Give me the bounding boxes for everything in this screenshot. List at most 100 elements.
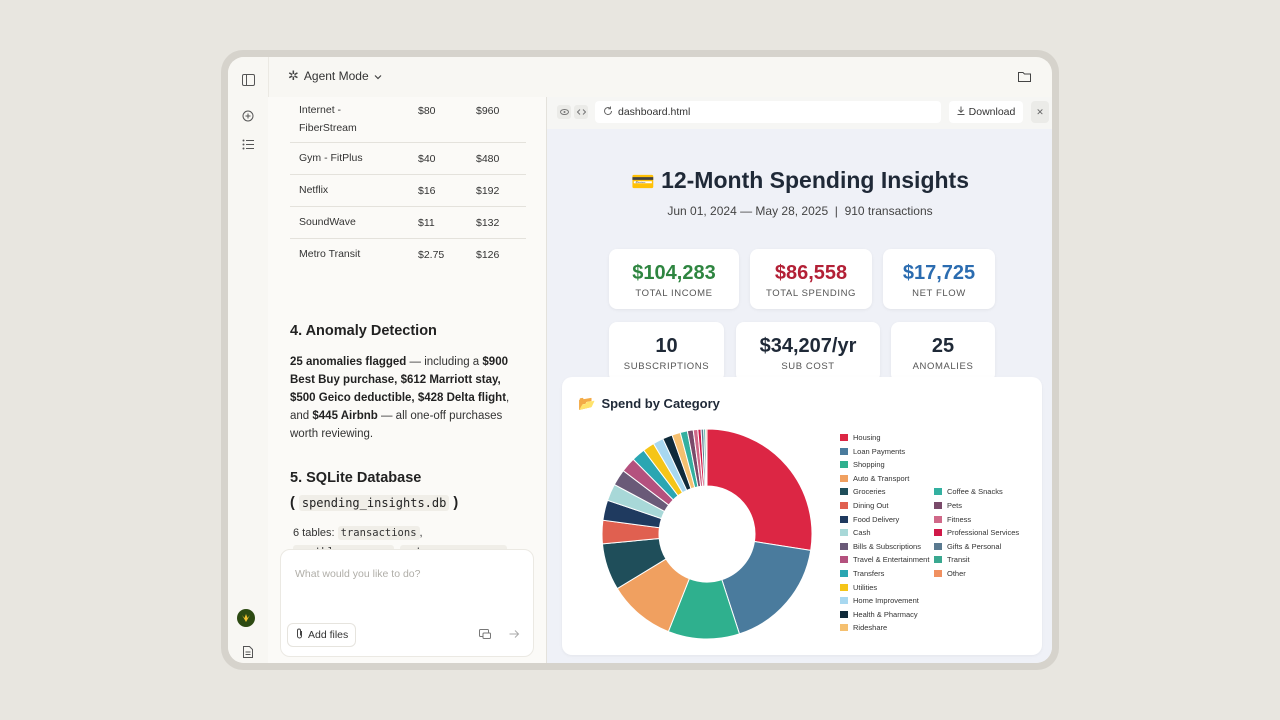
legend-label: Gifts & Personal bbox=[947, 541, 1002, 551]
legend-item[interactable]: Fitness bbox=[934, 515, 971, 524]
agent-mode-dropdown[interactable]: ✲ Agent Mode bbox=[288, 68, 382, 84]
preview-panel: dashboard.html Download ✕ 💳 12-Month Spe… bbox=[546, 97, 1052, 663]
legend-item[interactable]: Auto & Transport bbox=[840, 474, 909, 483]
folder-icon: 📂 bbox=[578, 395, 596, 411]
agent-mode-label: Agent Mode bbox=[303, 69, 369, 83]
close-paren: ) bbox=[453, 495, 459, 511]
reload-icon[interactable] bbox=[603, 106, 613, 119]
chart-legend: Housing Loan Payments Shopping Auto & Trans… bbox=[840, 433, 1040, 643]
send-arrow-icon[interactable] bbox=[506, 626, 522, 642]
composer: What would you like to do? Add files bbox=[280, 549, 534, 657]
subscriptions-label: SUBSCRIPTIONS bbox=[623, 361, 710, 372]
subscription-monthly: $80 bbox=[418, 105, 436, 117]
table-row: Internet - FiberStream $80 $960 bbox=[290, 97, 526, 143]
eye-icon[interactable] bbox=[557, 105, 571, 119]
new-chat-icon[interactable] bbox=[239, 107, 257, 125]
legend-label: Loan Payments bbox=[853, 446, 906, 456]
download-icon bbox=[957, 106, 965, 118]
avatar[interactable] bbox=[237, 609, 255, 627]
legend-item[interactable]: Home Improvement bbox=[840, 596, 919, 605]
download-button[interactable]: Download bbox=[949, 101, 1023, 123]
legend-item[interactable]: Loan Payments bbox=[840, 447, 905, 456]
table-row: Gym - FitPlus $40 $480 bbox=[290, 143, 526, 175]
legend-item[interactable]: Dining Out bbox=[840, 501, 888, 510]
dashboard-subtitle: Jun 01, 2024 — May 28, 2025 | 910 transa… bbox=[667, 204, 933, 218]
legend-swatch bbox=[840, 488, 848, 496]
anomaly-bold-3: $445 Airbnb bbox=[312, 410, 378, 422]
sqlite-db-line: ( spending_insights.db ) bbox=[290, 495, 458, 511]
folder-icon[interactable] bbox=[1018, 69, 1034, 83]
sidebar-toggle-icon[interactable] bbox=[239, 71, 257, 89]
close-icon[interactable]: ✕ bbox=[1031, 101, 1049, 123]
anomaly-paragraph: 25 anomalies flagged — including a $900 … bbox=[290, 353, 526, 443]
legend-item[interactable]: Travel & Entertainment bbox=[840, 555, 929, 564]
legend-swatch bbox=[934, 515, 942, 523]
legend-item[interactable]: Cash bbox=[840, 528, 871, 537]
add-files-button[interactable]: Add files bbox=[287, 623, 357, 647]
app-window: ✲ Agent Mode Internet - FiberStream $80 … bbox=[228, 57, 1052, 663]
legend-item[interactable]: Transit bbox=[934, 555, 970, 564]
device-frame: ✲ Agent Mode Internet - FiberStream $80 … bbox=[221, 50, 1059, 670]
legend-item[interactable]: Utilities bbox=[840, 583, 877, 592]
document-icon[interactable] bbox=[239, 643, 257, 661]
legend-label: Housing bbox=[853, 433, 881, 442]
legend-item[interactable]: Other bbox=[934, 569, 966, 578]
legend-label: Auto & Transport bbox=[853, 473, 910, 483]
table-row: SoundWave $11 $132 bbox=[290, 207, 526, 239]
legend-swatch bbox=[934, 488, 942, 496]
address-bar[interactable]: dashboard.html bbox=[595, 101, 941, 123]
legend-item[interactable]: Pets bbox=[934, 501, 962, 510]
attachment-mode-icon[interactable] bbox=[477, 626, 493, 642]
dashboard-title-text: 12-Month Spending Insights bbox=[661, 167, 969, 193]
spending-label: TOTAL SPENDING bbox=[765, 288, 857, 299]
category-title: 📂 Spend by Category bbox=[578, 395, 720, 412]
legend-label: Groceries bbox=[853, 487, 886, 497]
chevron-down-icon bbox=[374, 69, 382, 83]
pie-slice-other[interactable] bbox=[705, 428, 708, 487]
legend-swatch bbox=[840, 570, 848, 577]
legend-swatch bbox=[934, 529, 942, 537]
donut-chart bbox=[601, 428, 813, 640]
anomaly-text-1: — including a bbox=[406, 356, 483, 368]
legend-label: Transfers bbox=[853, 569, 885, 578]
task-list-icon[interactable] bbox=[239, 135, 257, 153]
legend-item[interactable]: Food Delivery bbox=[840, 515, 899, 524]
legend-swatch bbox=[840, 529, 848, 537]
legend-item[interactable]: Bills & Subscriptions bbox=[840, 542, 921, 551]
subscription-name: Gym - FitPlus bbox=[299, 152, 363, 164]
legend-item[interactable]: Transfers bbox=[840, 569, 884, 578]
legend-item[interactable]: Health & Pharmacy bbox=[840, 610, 918, 619]
subscription-name: Metro Transit bbox=[299, 248, 361, 260]
legend-item[interactable]: Rideshare bbox=[840, 623, 887, 632]
prompt-input[interactable]: What would you like to do? bbox=[295, 568, 421, 580]
legend-swatch bbox=[840, 556, 848, 564]
legend-item[interactable]: Housing bbox=[840, 433, 881, 442]
sparkle-icon: ✲ bbox=[288, 68, 299, 83]
legend-item[interactable]: Professional Services bbox=[934, 528, 1019, 537]
subscription-yearly: $960 bbox=[476, 105, 500, 117]
legend-item[interactable]: Shopping bbox=[840, 460, 885, 469]
subscription-name: Internet - FiberStream bbox=[299, 104, 357, 134]
legend-item[interactable]: Coffee & Snacks bbox=[934, 487, 1003, 496]
legend-label: Home Improvement bbox=[853, 596, 919, 606]
legend-label: Professional Services bbox=[947, 528, 1020, 538]
pie-slice-housing[interactable] bbox=[706, 428, 813, 551]
table-name: transactions bbox=[337, 526, 420, 540]
anomalies-value: 25 bbox=[931, 335, 955, 357]
legend-swatch bbox=[840, 474, 848, 482]
left-rail bbox=[228, 57, 269, 663]
legend-swatch bbox=[934, 570, 942, 577]
legend-label: Transit bbox=[947, 555, 970, 565]
code-icon[interactable] bbox=[574, 105, 588, 119]
separator: , bbox=[419, 527, 423, 539]
credit-card-icon: 💳 bbox=[631, 172, 655, 193]
subscription-yearly: $132 bbox=[476, 217, 500, 229]
legend-label: Rideshare bbox=[853, 623, 888, 633]
legend-item[interactable]: Groceries bbox=[840, 487, 886, 496]
top-bar: ✲ Agent Mode bbox=[268, 57, 1052, 97]
subscription-monthly: $16 bbox=[418, 185, 436, 197]
subscription-monthly: $40 bbox=[418, 153, 436, 165]
legend-label: Utilities bbox=[853, 582, 878, 592]
legend-label: Shopping bbox=[853, 460, 885, 470]
legend-item[interactable]: Gifts & Personal bbox=[934, 542, 1001, 551]
